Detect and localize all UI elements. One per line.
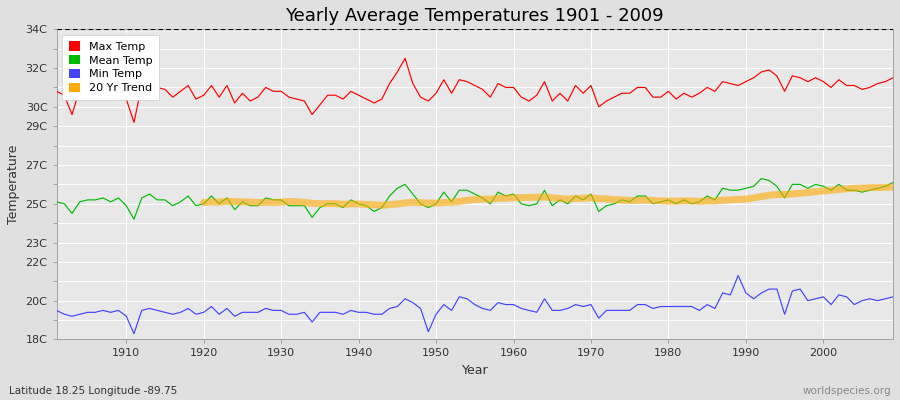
Text: Latitude 18.25 Longitude -89.75: Latitude 18.25 Longitude -89.75 bbox=[9, 386, 177, 396]
Y-axis label: Temperature: Temperature bbox=[7, 145, 20, 224]
Text: worldspecies.org: worldspecies.org bbox=[803, 386, 891, 396]
X-axis label: Year: Year bbox=[462, 364, 488, 377]
Title: Yearly Average Temperatures 1901 - 2009: Yearly Average Temperatures 1901 - 2009 bbox=[285, 7, 664, 25]
Legend: Max Temp, Mean Temp, Min Temp, 20 Yr Trend: Max Temp, Mean Temp, Min Temp, 20 Yr Tre… bbox=[62, 35, 159, 100]
